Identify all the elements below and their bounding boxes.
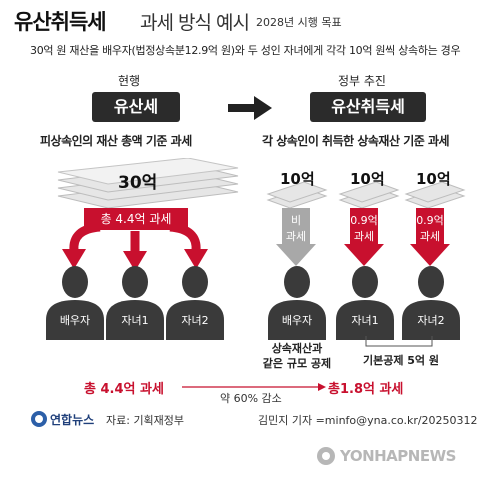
- reduction-note: 약 60% 감소: [220, 392, 282, 405]
- author-credit: 김민지 기자 =minfo@yna.co.kr/20250312: [258, 414, 478, 427]
- money-amount-total: 30억: [118, 173, 158, 193]
- person-label-child1-new: 자녀1: [351, 314, 379, 327]
- person-label-child2-new: 자녀2: [417, 314, 445, 327]
- yonhap-logo-text: 연합뉴스: [50, 413, 95, 427]
- total-tax-box: 총 4.4억 과세: [84, 208, 188, 230]
- money-stack-icon: [404, 182, 466, 209]
- acquisition-tax-badge: 유산취득세: [310, 92, 426, 122]
- yonhap-logo-icon: [31, 411, 47, 427]
- child-deduction-note: 기본공제 5억 원: [362, 354, 440, 367]
- tax-label-child2-amount: 0.9억: [416, 214, 444, 227]
- tax-label-child1-amount: 0.9억: [350, 214, 378, 227]
- tax-label-spouse-text: 과세: [285, 230, 307, 243]
- tax-arrow-spouse: [276, 208, 316, 266]
- tax-arrow-child1: [344, 208, 384, 266]
- person-icon: [106, 266, 164, 340]
- page-subtitle: 과세 방식 예시: [140, 12, 250, 34]
- current-basis: 피상속인의 재산 총액 기준 과세: [40, 134, 192, 148]
- title-note: 2028년 시행 목표: [256, 16, 342, 29]
- money-amount-child1: 10억: [350, 170, 385, 188]
- person-icon: [336, 266, 394, 340]
- money-amount-spouse: 10억: [280, 170, 315, 188]
- current-label: 현행: [118, 74, 141, 88]
- person-label-child2: 자녀2: [181, 314, 209, 327]
- bracket-connector: [365, 336, 433, 347]
- person-label-child1: 자녀1: [121, 314, 149, 327]
- person-icon: [166, 266, 224, 340]
- page-title: 유산취득세: [14, 10, 107, 34]
- person-icon: [46, 266, 104, 340]
- watermark-text: YONHAPNEWS: [340, 447, 456, 465]
- person-label-spouse-new: 배우자: [281, 314, 313, 327]
- arrow-right-icon: [228, 96, 272, 120]
- money-stack-icon: [266, 182, 328, 209]
- person-icon: [268, 266, 326, 340]
- spouse-deduction-note-line2: 같은 규모 공제: [262, 357, 332, 370]
- money-amount-child2: 10억: [416, 170, 451, 188]
- tax-label-child1-text: 과세: [353, 230, 375, 243]
- tax-label-spouse-amount: 비: [290, 214, 302, 227]
- spouse-deduction-note-line1: 상속재산과: [271, 342, 323, 355]
- person-icon: [402, 266, 460, 340]
- money-stack-icon: [57, 158, 239, 209]
- current-total-tax: 총 4.4억 과세: [84, 382, 164, 397]
- proposed-total-tax: 총1.8억 과세: [328, 382, 404, 397]
- yonhap-watermark-icon: [317, 447, 335, 465]
- proposed-label: 정부 추진: [338, 74, 386, 88]
- person-label-spouse: 배우자: [59, 314, 91, 327]
- tax-label-child2-text: 과세: [419, 230, 441, 243]
- arrow-right-icon: [182, 383, 326, 391]
- scenario-description: 30억 원 재산을 배우자(법정상속분12.9억 원)와 두 성인 자녀에게 각…: [30, 44, 461, 57]
- money-stack-icon: [338, 182, 400, 209]
- source-label: 자료: 기획재정부: [106, 414, 185, 427]
- proposed-basis: 각 상속인이 취득한 상속재산 기준 과세: [262, 134, 450, 148]
- tax-arrow-child2: [410, 208, 450, 266]
- inheritance-tax-badge: 유산세: [92, 92, 180, 122]
